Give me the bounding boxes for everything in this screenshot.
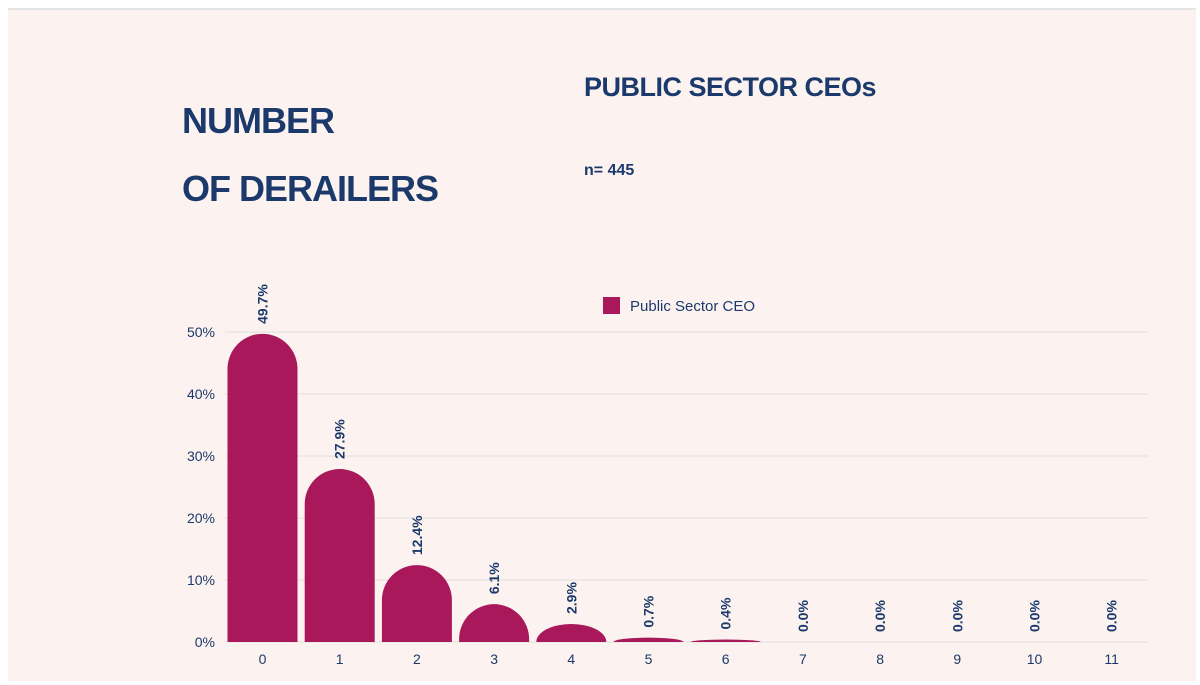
x-tick-label: 11 xyxy=(1104,651,1119,667)
sample-size: n= 445 xyxy=(584,162,635,179)
data-label: 0.0% xyxy=(795,600,811,632)
x-tick-label: 2 xyxy=(413,651,421,667)
data-label: 0.0% xyxy=(1104,600,1120,632)
y-tick-label: 20% xyxy=(187,510,215,526)
x-tick-label: 8 xyxy=(876,651,884,667)
legend-swatch xyxy=(603,297,620,314)
data-label: 2.9% xyxy=(563,582,579,614)
bar xyxy=(690,639,761,642)
x-tick-label: 9 xyxy=(953,651,961,667)
data-label: 0.4% xyxy=(718,597,734,629)
y-tick-label: 0% xyxy=(195,634,215,650)
data-label: 0.0% xyxy=(1027,600,1043,632)
y-tick-label: 40% xyxy=(187,386,215,402)
data-label: 0.0% xyxy=(872,600,888,632)
bar xyxy=(381,565,452,642)
y-tick-label: 30% xyxy=(187,448,215,464)
bar xyxy=(613,637,684,642)
bar xyxy=(227,333,298,642)
chart-subtitle: PUBLIC SECTOR CEOs xyxy=(584,72,877,102)
data-label: 0.7% xyxy=(641,595,657,627)
data-label: 49.7% xyxy=(255,284,271,324)
bar xyxy=(304,469,375,642)
x-tick-label: 6 xyxy=(722,651,730,667)
x-tick-label: 1 xyxy=(336,651,344,667)
data-label: 6.1% xyxy=(486,562,502,594)
bar xyxy=(459,604,530,642)
title-line-2: OF DERAILERS xyxy=(182,168,439,209)
data-label: 12.4% xyxy=(409,515,425,555)
chart-title: NUMBER OF DERAILERS xyxy=(182,70,439,240)
x-tick-label: 3 xyxy=(490,651,498,667)
x-tick-label: 5 xyxy=(645,651,653,667)
y-tick-label: 50% xyxy=(187,324,215,340)
x-tick-label: 7 xyxy=(799,651,807,667)
title-line-1: NUMBER xyxy=(182,100,335,141)
data-label: 0.0% xyxy=(949,600,965,632)
x-tick-label: 10 xyxy=(1027,651,1043,667)
legend-label: Public Sector CEO xyxy=(630,298,755,315)
data-label: 27.9% xyxy=(332,419,348,459)
bar xyxy=(536,624,607,642)
chart-panel xyxy=(8,8,1196,681)
x-tick-label: 0 xyxy=(259,651,267,667)
y-tick-label: 10% xyxy=(187,572,215,588)
x-tick-label: 4 xyxy=(567,651,575,667)
